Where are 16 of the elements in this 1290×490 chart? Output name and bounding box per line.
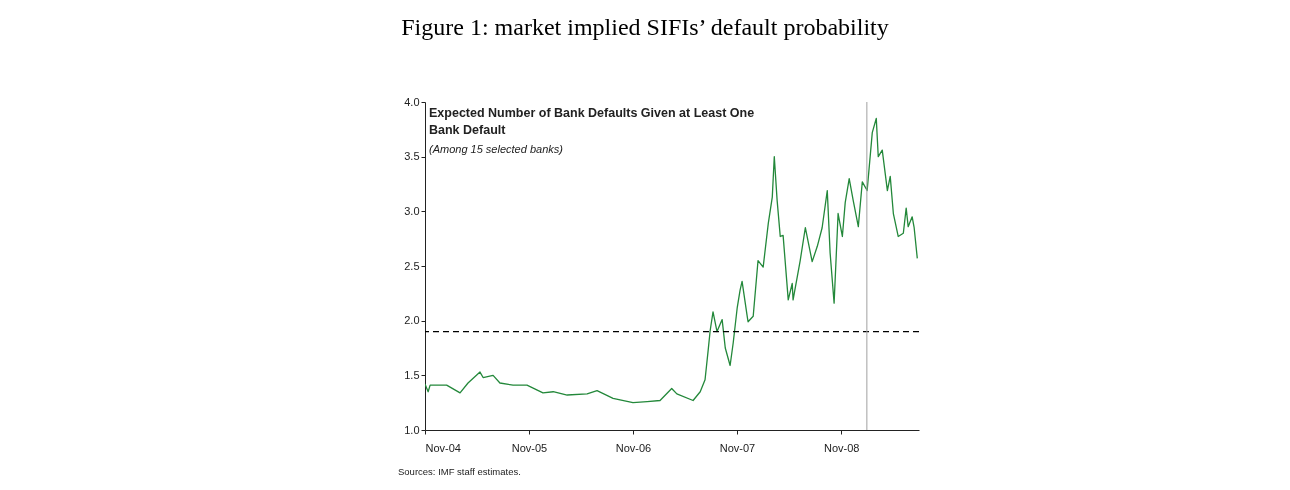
chart-title: Figure 1: market implied SIFIs’ default probability — [400, 14, 890, 41]
y-tick-label: 4.0 — [404, 95, 420, 108]
x-tick-label: Nov-05 — [511, 441, 548, 454]
y-tick-label: 2.5 — [404, 259, 420, 272]
y-tick-label: 3.5 — [404, 150, 420, 163]
source-note: Sources: IMF staff estimates. — [398, 466, 521, 477]
y-tick-label: 1.5 — [404, 368, 420, 381]
y-tick-label: 1.0 — [404, 423, 420, 436]
x-tick-label: Nov-06 — [615, 441, 652, 454]
x-tick-label: Nov-04 — [425, 441, 461, 454]
y-tick-label: 3.0 — [404, 204, 420, 217]
annotation: (Among 15 selected banks) — [429, 143, 563, 155]
x-tick-label: Nov-07 — [719, 441, 756, 454]
y-tick-label: 2.0 — [404, 314, 420, 327]
text: Expected Number of Bank Defaults Given at Least One Bank Default — [429, 105, 756, 139]
x-tick-label: Nov-08 — [823, 441, 860, 454]
